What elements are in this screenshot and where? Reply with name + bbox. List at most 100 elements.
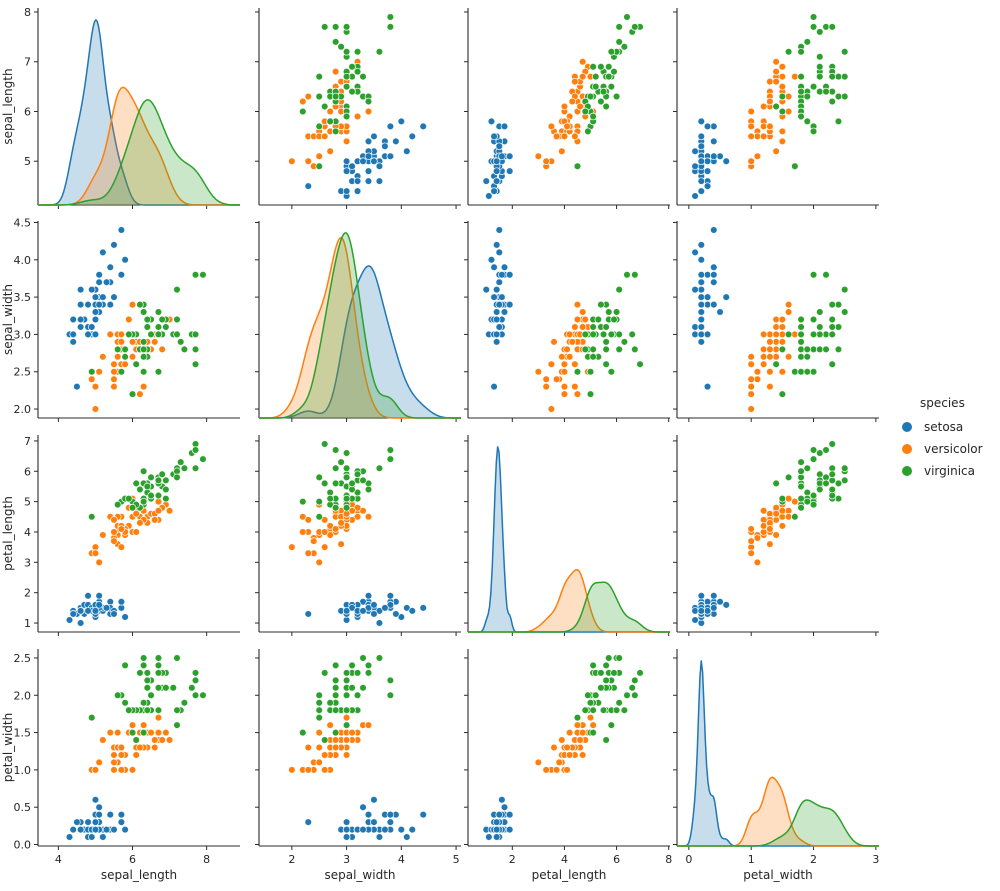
legend-marker-setosa-icon xyxy=(902,422,912,432)
scatter-points-virginica xyxy=(87,654,207,744)
y-ticks xyxy=(464,440,468,624)
x-tick-label: 8 xyxy=(203,853,210,866)
y-tick-label: 4.0 xyxy=(14,254,32,267)
y-tick-label: 2.5 xyxy=(14,366,32,379)
y-tick-label: 2.0 xyxy=(14,403,32,416)
subplot-petal_length-vs-sepal_length: 1 2 3 4 5 6 7 xyxy=(24,435,240,636)
kde-curve-virginica xyxy=(677,799,879,847)
x-ticks xyxy=(291,632,457,636)
scatter-points-setosa xyxy=(482,117,514,200)
y-ticks xyxy=(673,221,677,410)
scatter-points-setosa xyxy=(304,795,428,841)
x-ticks: 2 3 4 5 xyxy=(288,846,460,866)
x-tick-label: 5 xyxy=(453,853,460,866)
y-tick-label: 0.5 xyxy=(14,801,32,814)
scatter-points-virginica xyxy=(573,654,644,744)
legend-marker-virginica-icon xyxy=(902,466,912,476)
x-tick-label: 3 xyxy=(343,853,350,866)
scatter-points-setosa xyxy=(65,591,129,627)
y-tick-label: 3.0 xyxy=(14,328,32,341)
subplot-petal_width-vs-sepal_length: 4 6 8 0.0 0.5 1.0 1.5 2.0 2.5 xyxy=(14,649,240,866)
x-tick-label: 0 xyxy=(685,853,692,866)
scatter-points-versicolor xyxy=(288,706,373,774)
subplot-sepal_length-vs-sepal_width xyxy=(255,8,461,209)
y-tick-label: 6 xyxy=(24,465,31,478)
scatter-points-setosa xyxy=(691,591,731,627)
scatter-points-virginica xyxy=(298,13,395,171)
y-ticks xyxy=(464,657,468,846)
scatter-points-versicolor xyxy=(534,706,597,774)
x-axis-label-petal_width: petal_width xyxy=(743,868,812,882)
legend-entry-setosa: setosa xyxy=(898,416,983,438)
y-ticks xyxy=(255,221,259,410)
y-ticks xyxy=(255,440,259,624)
scatter-points-virginica xyxy=(772,13,849,171)
subplot-petal_length-vs-petal_width xyxy=(673,435,879,636)
scatter-points-virginica xyxy=(298,440,395,521)
y-tick-label: 7 xyxy=(24,56,31,69)
legend-entry-virginica: virginica xyxy=(898,460,983,482)
y-tick-label: 6 xyxy=(24,105,31,118)
subplot-petal_length-vs-sepal_width xyxy=(255,435,461,636)
scatter-points-virginica xyxy=(772,440,849,521)
scatter-points-virginica xyxy=(573,270,644,398)
x-ticks: 0 1 2 3 xyxy=(685,846,879,866)
scatter-points-versicolor xyxy=(747,300,805,413)
subplot-sepal_length-vs-petal_width xyxy=(673,8,879,209)
x-axis-label-sepal_width: sepal_width xyxy=(324,868,395,882)
scatter-points-virginica xyxy=(298,654,395,744)
scatter-points-virginica xyxy=(573,13,644,171)
x-tick-label: 8 xyxy=(665,853,672,866)
y-tick-label: 1.5 xyxy=(14,727,32,740)
x-ticks xyxy=(688,418,877,422)
x-tick-label: 2 xyxy=(288,853,295,866)
subplot-sepal_width-vs-petal_width xyxy=(673,221,879,422)
y-tick-label: 1.0 xyxy=(14,764,32,777)
scatter-points-virginica xyxy=(87,270,207,398)
scatter-points-setosa xyxy=(482,226,514,391)
y-axis-label-petal_width: petal_width xyxy=(1,713,15,782)
subplot-petal_length-kde xyxy=(464,435,670,636)
x-axis-label-petal_length: petal_length xyxy=(532,868,607,882)
y-tick-label: 0.0 xyxy=(14,839,32,852)
y-tick-label: 5 xyxy=(24,155,31,168)
y-tick-label: 1 xyxy=(24,617,31,630)
y-tick-label: 2.5 xyxy=(14,652,32,665)
scatter-points-virginica xyxy=(772,270,849,398)
kde-curve-virginica xyxy=(38,99,241,206)
legend-label-versicolor: versicolor xyxy=(924,442,983,456)
y-tick-label: 2 xyxy=(24,587,31,600)
scatter-points-setosa xyxy=(304,591,428,627)
legend: species setosa versicolor virginica xyxy=(898,396,983,482)
y-ticks: 1 2 3 4 5 6 7 xyxy=(24,435,38,630)
y-tick-label: 4 xyxy=(24,526,31,539)
y-axis-label-sepal_length: sepal_length xyxy=(1,68,15,144)
y-ticks xyxy=(673,440,677,624)
subplot-petal_width-kde: 0 1 2 3 xyxy=(673,649,879,866)
x-ticks xyxy=(291,205,457,209)
y-ticks xyxy=(464,11,468,162)
x-ticks xyxy=(688,205,877,209)
x-tick-label: 6 xyxy=(129,853,136,866)
y-ticks: 0.0 0.5 1.0 1.5 2.0 2.5 xyxy=(14,652,38,852)
subplot-sepal_length-kde: 5 6 7 8 xyxy=(24,6,241,209)
y-tick-label: 2.0 xyxy=(14,689,32,702)
x-tick-label: 1 xyxy=(748,853,755,866)
y-ticks xyxy=(255,11,259,162)
y-axis-label-sepal_width: sepal_width xyxy=(1,284,15,355)
scatter-points-versicolor xyxy=(87,706,174,774)
x-tick-label: 6 xyxy=(613,853,620,866)
y-tick-label: 7 xyxy=(24,435,31,448)
y-ticks xyxy=(673,11,677,162)
x-tick-label: 2 xyxy=(810,853,817,866)
legend-label-setosa: setosa xyxy=(924,420,964,434)
x-tick-label: 3 xyxy=(872,853,879,866)
y-ticks: 2.0 2.5 3.0 3.5 4.0 4.5 xyxy=(14,216,38,416)
y-ticks xyxy=(464,221,468,410)
scatter-points-setosa xyxy=(691,117,731,200)
y-tick-label: 3.5 xyxy=(14,291,32,304)
x-ticks xyxy=(57,418,208,422)
legend-label-virginica: virginica xyxy=(924,464,975,478)
subplot-petal_width-vs-sepal_width: 2 3 4 5 xyxy=(255,649,461,866)
